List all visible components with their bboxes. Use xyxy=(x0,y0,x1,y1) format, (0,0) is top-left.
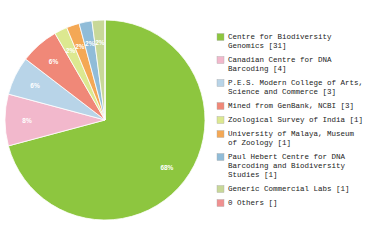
legend-label-line: of Zoology [1] xyxy=(228,139,291,147)
pie-slice xyxy=(79,21,105,120)
legend-swatch xyxy=(217,154,224,161)
legend-label: Mined from GenBank, NCBI [3] xyxy=(228,102,354,110)
legend-swatch xyxy=(217,200,224,207)
legend-label: Paul Hebert Centre for DNABarcoding and … xyxy=(228,153,346,179)
legend-label-line: Mined from GenBank, NCBI [3] xyxy=(228,102,354,110)
legend-label-line: P.E.S. Modern College of Arts, xyxy=(228,79,363,87)
data-label: 2% xyxy=(85,40,95,47)
legend-swatch xyxy=(217,131,224,138)
data-label: 68% xyxy=(160,164,173,171)
legend-label-line: Studies [1] xyxy=(228,171,278,179)
legend-label-line: Canadian Centre for DNA xyxy=(228,56,332,64)
legend-label-line: Generic Commercial Labs [1] xyxy=(228,185,350,193)
legend-label-line: 0 Others [] xyxy=(228,199,278,207)
legend-label: Canadian Centre for DNABarcoding [4] xyxy=(228,56,332,73)
legend-label-line: Paul Hebert Centre for DNA xyxy=(228,153,346,161)
legend-label-line: Zoological Survey of India [1] xyxy=(228,116,363,124)
legend-swatch xyxy=(217,186,224,193)
pie-slice xyxy=(105,20,106,120)
legend-label-line: University of Malaya, Museum xyxy=(228,130,355,138)
legend-swatch xyxy=(217,80,224,87)
data-label: 2% xyxy=(75,43,85,50)
legend-item: Centre for BiodiversityGenomics [31] xyxy=(217,33,332,50)
legend-item: 0 Others [] xyxy=(217,199,278,207)
data-label: 8% xyxy=(22,117,32,124)
legend-swatch xyxy=(217,103,224,110)
legend-item: Zoological Survey of India [1] xyxy=(217,116,363,124)
legend-label: Centre for BiodiversityGenomics [31] xyxy=(228,33,332,50)
legend-swatch xyxy=(217,117,224,124)
legend-item: Generic Commercial Labs [1] xyxy=(217,185,350,193)
legend-swatch xyxy=(217,34,224,41)
legend-item: Mined from GenBank, NCBI [3] xyxy=(217,102,354,110)
legend-item: P.E.S. Modern College of Arts,Science an… xyxy=(217,79,363,96)
data-labels: 68%8%6%6%2%2%2%2% xyxy=(22,39,173,171)
legend-label-line: Centre for Biodiversity xyxy=(228,33,332,41)
legend: Centre for BiodiversityGenomics [31] Cana… xyxy=(217,33,363,207)
data-label: 2% xyxy=(66,47,76,54)
legend-label: University of Malaya, Museumof Zoology [… xyxy=(228,130,355,147)
pie xyxy=(5,20,205,220)
legend-label: Zoological Survey of India [1] xyxy=(228,116,363,124)
legend-label-line: Barcoding [4] xyxy=(228,65,287,73)
chart: 68%8%6%6%2%2%2%2%Centre for Biodiversity… xyxy=(0,0,380,240)
legend-item: Canadian Centre for DNABarcoding [4] xyxy=(217,56,332,73)
legend-label: Generic Commercial Labs [1] xyxy=(228,185,350,193)
data-label: 6% xyxy=(30,82,40,89)
legend-label: P.E.S. Modern College of Arts,Science an… xyxy=(228,79,363,96)
legend-label-line: Barcoding and Biodiversity xyxy=(228,162,346,170)
legend-label-line: Genomics [31] xyxy=(228,42,287,50)
data-label: 2% xyxy=(95,39,105,46)
data-label: 6% xyxy=(49,58,59,65)
legend-item: University of Malaya, Museumof Zoology [… xyxy=(217,130,355,147)
legend-swatch xyxy=(217,57,224,64)
legend-item: Paul Hebert Centre for DNABarcoding and … xyxy=(217,153,346,179)
legend-label: 0 Others [] xyxy=(228,199,278,207)
legend-label-line: Science and Commerce [3] xyxy=(228,88,336,96)
pie-slice xyxy=(92,20,105,120)
